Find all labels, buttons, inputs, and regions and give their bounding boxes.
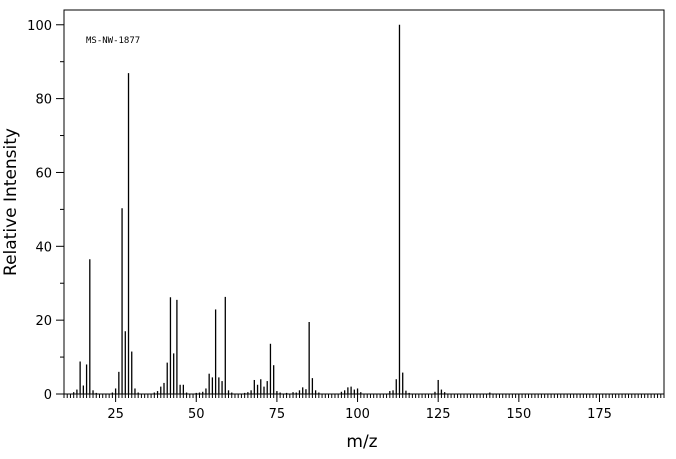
- x-tick-label: 75: [269, 407, 286, 422]
- x-tick-label: 25: [107, 407, 124, 422]
- y-tick-label: 60: [35, 166, 52, 181]
- y-axis-title: Relative Intensity: [1, 128, 21, 276]
- y-tick-labels: 0 20 40 60 80 100: [27, 19, 52, 403]
- plot-frame: [63, 9, 665, 395]
- x-minor-ticks: [63, 394, 665, 398]
- x-tick-label: 150: [506, 407, 531, 422]
- y-tick-label: 80: [35, 93, 52, 108]
- x-major-ticks: [115, 394, 600, 402]
- spectrum-peaks: [73, 24, 491, 394]
- y-tick-label: 0: [44, 388, 52, 403]
- x-tick-labels: 25 50 75 100 125 150 175: [107, 407, 612, 422]
- y-tick-label: 40: [35, 240, 52, 255]
- y-minor-ticks: [60, 61, 64, 358]
- x-tick-label: 50: [188, 407, 205, 422]
- spectrum-id-annotation: MS-NW-1877: [86, 36, 140, 46]
- y-tick-label: 100: [27, 19, 52, 34]
- y-major-ticks: [56, 24, 64, 395]
- x-tick-label: 175: [587, 407, 612, 422]
- x-tick-label: 100: [345, 407, 370, 422]
- y-tick-label: 20: [35, 314, 52, 329]
- x-axis-title: m/z: [346, 432, 377, 452]
- x-tick-label: 125: [426, 407, 451, 422]
